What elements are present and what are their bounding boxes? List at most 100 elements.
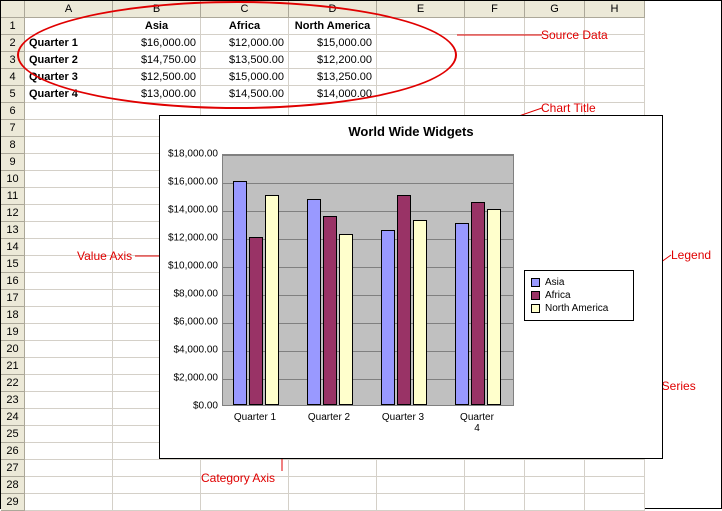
row-header-1[interactable]: 1 — [1, 18, 25, 35]
row-header-25[interactable]: 25 — [1, 426, 25, 443]
cell-A25[interactable] — [25, 426, 113, 443]
cell-H4[interactable] — [585, 69, 645, 86]
col-header-G[interactable]: G — [525, 1, 585, 18]
cell-E28[interactable] — [377, 477, 465, 494]
col-header-B[interactable]: B — [113, 1, 201, 18]
cell-E3[interactable] — [377, 52, 465, 69]
cell-C4[interactable]: $15,000.00 — [201, 69, 289, 86]
cell-B29[interactable] — [113, 494, 201, 511]
row-header-2[interactable]: 2 — [1, 35, 25, 52]
cell-F27[interactable] — [465, 460, 525, 477]
col-header-E[interactable]: E — [377, 1, 465, 18]
cell-H1[interactable] — [585, 18, 645, 35]
cell-A18[interactable] — [25, 307, 113, 324]
cell-C5[interactable]: $14,500.00 — [201, 86, 289, 103]
cell-H28[interactable] — [585, 477, 645, 494]
cell-G2[interactable] — [525, 35, 585, 52]
cell-E27[interactable] — [377, 460, 465, 477]
cell-A20[interactable] — [25, 341, 113, 358]
cell-F29[interactable] — [465, 494, 525, 511]
row-header-8[interactable]: 8 — [1, 137, 25, 154]
row-header-28[interactable]: 28 — [1, 477, 25, 494]
cell-B1[interactable]: Asia — [113, 18, 201, 35]
cell-A5[interactable]: Quarter 4 — [25, 86, 113, 103]
cell-A23[interactable] — [25, 392, 113, 409]
cell-B5[interactable]: $13,000.00 — [113, 86, 201, 103]
row-header-19[interactable]: 19 — [1, 324, 25, 341]
row-header-13[interactable]: 13 — [1, 222, 25, 239]
cell-F1[interactable] — [465, 18, 525, 35]
cell-H5[interactable] — [585, 86, 645, 103]
row-header-18[interactable]: 18 — [1, 307, 25, 324]
cell-D29[interactable] — [289, 494, 377, 511]
cell-A7[interactable] — [25, 120, 113, 137]
cell-B27[interactable] — [113, 460, 201, 477]
cell-D27[interactable] — [289, 460, 377, 477]
cell-D4[interactable]: $13,250.00 — [289, 69, 377, 86]
row-header-23[interactable]: 23 — [1, 392, 25, 409]
cell-E2[interactable] — [377, 35, 465, 52]
cell-C27[interactable] — [201, 460, 289, 477]
cell-A29[interactable] — [25, 494, 113, 511]
cell-G5[interactable] — [525, 86, 585, 103]
cell-A26[interactable] — [25, 443, 113, 460]
cell-G29[interactable] — [525, 494, 585, 511]
cell-A10[interactable] — [25, 171, 113, 188]
cell-D2[interactable]: $15,000.00 — [289, 35, 377, 52]
cell-C1[interactable]: Africa — [201, 18, 289, 35]
cell-G4[interactable] — [525, 69, 585, 86]
row-header-5[interactable]: 5 — [1, 86, 25, 103]
cell-D3[interactable]: $12,200.00 — [289, 52, 377, 69]
cell-A19[interactable] — [25, 324, 113, 341]
cell-F28[interactable] — [465, 477, 525, 494]
col-header-C[interactable]: C — [201, 1, 289, 18]
cell-F5[interactable] — [465, 86, 525, 103]
cell-E1[interactable] — [377, 18, 465, 35]
row-header-12[interactable]: 12 — [1, 205, 25, 222]
row-header-15[interactable]: 15 — [1, 256, 25, 273]
row-header-29[interactable]: 29 — [1, 494, 25, 511]
cell-A8[interactable] — [25, 137, 113, 154]
cell-D28[interactable] — [289, 477, 377, 494]
cell-G27[interactable] — [525, 460, 585, 477]
cell-F2[interactable] — [465, 35, 525, 52]
row-header-11[interactable]: 11 — [1, 188, 25, 205]
cell-B4[interactable]: $12,500.00 — [113, 69, 201, 86]
row-header-10[interactable]: 10 — [1, 171, 25, 188]
cell-F4[interactable] — [465, 69, 525, 86]
cell-H3[interactable] — [585, 52, 645, 69]
chart-object[interactable]: World Wide Widgets $0.00$2,000.00$4,000.… — [159, 115, 663, 459]
cell-C28[interactable] — [201, 477, 289, 494]
row-header-24[interactable]: 24 — [1, 409, 25, 426]
row-header-9[interactable]: 9 — [1, 154, 25, 171]
row-header-22[interactable]: 22 — [1, 375, 25, 392]
col-header-D[interactable]: D — [289, 1, 377, 18]
cell-A9[interactable] — [25, 154, 113, 171]
cell-C3[interactable]: $13,500.00 — [201, 52, 289, 69]
cell-E4[interactable] — [377, 69, 465, 86]
row-header-17[interactable]: 17 — [1, 290, 25, 307]
cell-E5[interactable] — [377, 86, 465, 103]
cell-A22[interactable] — [25, 375, 113, 392]
cell-B28[interactable] — [113, 477, 201, 494]
row-header-3[interactable]: 3 — [1, 52, 25, 69]
row-header-16[interactable]: 16 — [1, 273, 25, 290]
row-header-4[interactable]: 4 — [1, 69, 25, 86]
col-header-F[interactable]: F — [465, 1, 525, 18]
cell-H27[interactable] — [585, 460, 645, 477]
cell-D1[interactable]: North America — [289, 18, 377, 35]
row-header-27[interactable]: 27 — [1, 460, 25, 477]
cell-D5[interactable]: $14,000.00 — [289, 86, 377, 103]
cell-A21[interactable] — [25, 358, 113, 375]
cell-C2[interactable]: $12,000.00 — [201, 35, 289, 52]
cell-A24[interactable] — [25, 409, 113, 426]
row-header-26[interactable]: 26 — [1, 443, 25, 460]
cell-A15[interactable] — [25, 256, 113, 273]
cell-A4[interactable]: Quarter 3 — [25, 69, 113, 86]
cell-B3[interactable]: $14,750.00 — [113, 52, 201, 69]
cell-A17[interactable] — [25, 290, 113, 307]
cell-G28[interactable] — [525, 477, 585, 494]
row-header-21[interactable]: 21 — [1, 358, 25, 375]
row-header-6[interactable]: 6 — [1, 103, 25, 120]
row-header-14[interactable]: 14 — [1, 239, 25, 256]
